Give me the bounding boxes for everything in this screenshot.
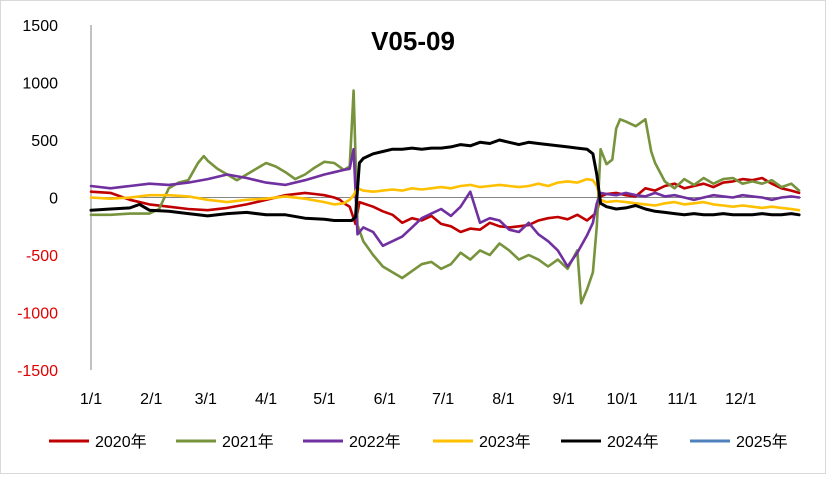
- x-tick-label: 9/1: [553, 391, 575, 408]
- chart-title: V05-09: [371, 26, 455, 56]
- series-line-4: [89, 177, 801, 212]
- y-tick-label: 1000: [22, 76, 58, 93]
- legend: 2020年 2021年 2022年 2023年 2024年 2025年: [49, 433, 788, 451]
- x-tick-label: 5/1: [313, 391, 335, 408]
- x-tick-label: 1/1: [80, 391, 102, 408]
- x-tick-label: 6/1: [374, 391, 396, 408]
- x-tick-label: 3/1: [195, 391, 217, 408]
- x-tick-label: 10/1: [606, 391, 637, 408]
- legend-label: 2025年: [736, 433, 788, 451]
- y-tick-label: -1000: [17, 306, 58, 323]
- legend-label: 2022年: [349, 433, 401, 451]
- x-tick-label: 12/1: [725, 391, 756, 408]
- x-tick-label: 2/1: [140, 391, 162, 408]
- x-tick-label: 11/1: [667, 391, 697, 408]
- y-tick-label: -1500: [17, 363, 58, 380]
- legend-label: 2020年: [95, 433, 147, 451]
- y-tick-label: 0: [49, 191, 58, 208]
- y-tick-label: -500: [26, 248, 58, 265]
- x-axis-ticks: 1/1 2/1 3/1 4/1 5/1 6/1 7/1 8/1 9/1 10/1 11/1 12/1: [80, 391, 756, 408]
- x-tick-label: 7/1: [432, 391, 454, 408]
- series-line-5: [89, 138, 801, 222]
- x-tick-label: 4/1: [255, 391, 277, 408]
- y-tick-label: 1500: [22, 18, 58, 35]
- legend-label: 2024年: [607, 433, 659, 451]
- y-tick-label: 500: [31, 133, 58, 150]
- series-line-1: [89, 176, 801, 234]
- series-line-2: [89, 89, 801, 305]
- legend-label: 2021年: [222, 433, 274, 451]
- y-axis-ticks: 1500 1000 500 0 -500 -1000 -1500: [17, 18, 58, 380]
- series-line-3: [89, 147, 801, 268]
- legend-label: 2023年: [479, 433, 531, 451]
- series-lines: [89, 89, 801, 305]
- x-tick-label: 8/1: [492, 391, 514, 408]
